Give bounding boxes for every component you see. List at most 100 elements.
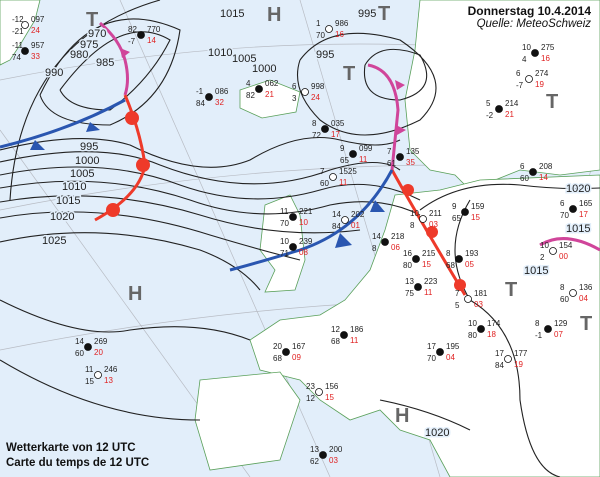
high-pressure-marker: H [267, 4, 281, 26]
station-dewpoint: 74 [12, 53, 21, 62]
continent [249, 174, 600, 477]
station-pressure: 165 [579, 199, 593, 208]
greenland [0, 0, 41, 66]
station-tendency: 17 [331, 130, 340, 139]
isobar-label: 1015 [220, 8, 244, 20]
station-pressure: 181 [474, 289, 488, 298]
station-pressure: 129 [554, 319, 568, 328]
map-source: Quelle: MeteoSchweiz [476, 18, 591, 30]
station-dewpoint: -21 [12, 27, 24, 36]
station-dewpoint: 60 [560, 295, 569, 304]
station-plot: 8 68 193 05 [446, 249, 479, 270]
station-dewpoint: 68 [446, 261, 455, 270]
station-plot: 7 61 135 35 [387, 147, 420, 168]
isobar-label: 1015 [56, 195, 80, 207]
low-pressure-marker: T [378, 3, 390, 25]
station-plot: 10 71 239 08 [280, 237, 313, 258]
station-plot: 6 -7 274 19 [516, 69, 549, 90]
station-pressure: 957 [31, 41, 45, 50]
station-plot: 8 72 035 17 [312, 119, 345, 140]
isobar-label: 1015 [524, 265, 548, 277]
cloud-cover-icon [21, 47, 29, 55]
station-temperature: -1 [196, 87, 204, 96]
station-tendency: 16 [541, 54, 550, 63]
station-pressure: 177 [514, 349, 528, 358]
low-pressure-marker: T [343, 63, 355, 85]
isobar-label: 995 [358, 8, 376, 20]
station-temperature: 8 [446, 249, 451, 258]
cloud-cover-icon [349, 150, 357, 158]
cloud-cover-icon [289, 243, 297, 251]
station-plot: 12 68 186 11 [331, 325, 364, 346]
high-pressure-marker: H [395, 405, 409, 427]
cloud-cover-icon [414, 283, 422, 291]
cloud-cover-icon [544, 325, 552, 333]
station-plot: -12 -21 097 24 [12, 15, 45, 36]
station-tendency: 16 [335, 30, 344, 39]
station-tendency: 03 [329, 456, 338, 465]
isobar-label: 980 [70, 49, 88, 61]
station-plot: 4 82 062 21 [246, 79, 279, 100]
station-dewpoint: -2 [486, 111, 494, 120]
station-plot: 6 70 165 17 [560, 199, 593, 220]
station-temperature: 7 [320, 167, 325, 176]
station-pressure: 215 [422, 249, 436, 258]
cloud-cover-icon [255, 85, 263, 93]
station-tendency: 03 [474, 300, 483, 309]
station-dewpoint: 68 [331, 337, 340, 346]
isobar-label: 1010 [208, 47, 232, 59]
station-dewpoint: -7 [516, 81, 524, 90]
station-dewpoint: 82 [246, 91, 255, 100]
station-plot: 10 2 154 00 [540, 241, 573, 262]
station-plot: 5 -2 214 21 [486, 99, 519, 120]
station-tendency: 14 [147, 36, 156, 45]
station-temperature: -12 [12, 15, 24, 24]
station-dewpoint: -7 [128, 37, 136, 46]
station-tendency: 21 [505, 110, 514, 119]
station-tendency: 33 [31, 52, 40, 61]
station-dewpoint: 70 [560, 211, 569, 220]
isobar-label: 1005 [232, 53, 256, 65]
station-temperature: 10 [280, 237, 289, 246]
station-tendency: 08 [299, 248, 308, 257]
station-dewpoint: 70 [316, 31, 325, 40]
station-plots: -12-2109724-11749573382-77701417098616-1… [12, 15, 593, 466]
station-temperature: 6 [560, 199, 565, 208]
station-tendency: 03 [429, 220, 438, 229]
station-pressure: 998 [311, 82, 325, 91]
cloud-cover-icon [205, 93, 213, 101]
isobar-label: 970 [88, 28, 106, 40]
station-tendency: 35 [406, 158, 415, 167]
station-dewpoint: 61 [387, 159, 396, 168]
station-temperature: 10 [468, 319, 477, 328]
station-dewpoint: 15 [85, 377, 94, 386]
isobar-label: 1000 [75, 155, 99, 167]
station-temperature: 10 [540, 241, 549, 250]
cloud-cover-icon [529, 168, 537, 176]
station-tendency: 15 [325, 393, 334, 402]
station-tendency: 01 [351, 221, 360, 230]
station-temperature: 8 [560, 283, 565, 292]
station-plot: 6 3 998 24 [292, 82, 325, 103]
station-dewpoint: 8 [372, 244, 377, 253]
station-plot: 8 60 136 04 [560, 283, 593, 304]
station-dewpoint: 72 [312, 131, 321, 140]
cloud-cover-icon [461, 208, 469, 216]
cloud-cover-icon [329, 173, 337, 181]
station-plot: 16 80 215 15 [403, 249, 436, 270]
low-pressure-marker: T [580, 313, 592, 335]
isobar-label: 1025 [42, 235, 66, 247]
station-dewpoint: 3 [292, 94, 297, 103]
cloud-cover-icon [549, 247, 557, 255]
station-dewpoint: 62 [310, 457, 319, 466]
station-tendency: 04 [446, 353, 455, 362]
station-tendency: 19 [535, 80, 544, 89]
station-dewpoint: 70 [427, 354, 436, 363]
station-pressure: 275 [541, 43, 555, 52]
station-pressure: 062 [265, 79, 279, 88]
cloud-cover-icon [340, 331, 348, 339]
station-pressure: 186 [350, 325, 364, 334]
station-temperature: 14 [332, 210, 341, 219]
isobar-label: 1015 [566, 223, 590, 235]
